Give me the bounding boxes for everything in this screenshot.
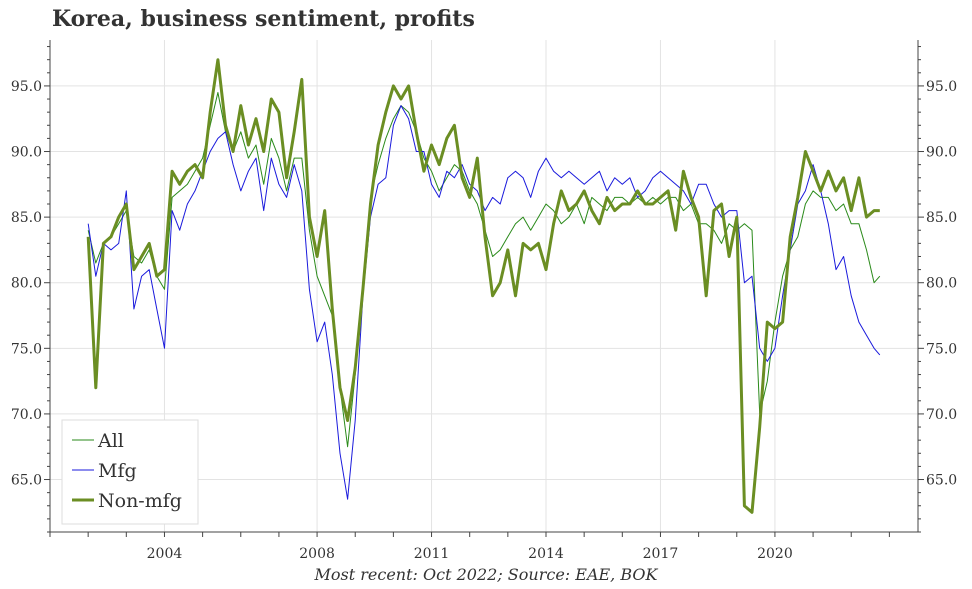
- x-tick-label: 2020: [757, 546, 793, 562]
- y-tick-label-right: 85.0: [926, 210, 957, 226]
- y-tick-label-left: 65.0: [11, 473, 42, 489]
- y-tick-label-right: 75.0: [926, 341, 957, 357]
- legend-label-non-mfg: Non-mfg: [98, 490, 182, 512]
- y-tick-label-left: 75.0: [11, 341, 42, 357]
- y-tick-label-right: 95.0: [926, 79, 957, 95]
- y-tick-label-left: 85.0: [11, 210, 42, 226]
- x-tick-label: 2017: [643, 546, 679, 562]
- x-tick-label: 2011: [414, 546, 450, 562]
- legend-label-mfg: Mfg: [98, 460, 137, 482]
- x-tick-label: 2008: [299, 546, 335, 562]
- y-tick-label-left: 90.0: [11, 145, 42, 161]
- series-line-mfg: [87, 105, 881, 500]
- y-tick-label-right: 65.0: [926, 473, 957, 489]
- y-tick-label-left: 80.0: [11, 276, 42, 292]
- y-tick-label-left: 70.0: [11, 407, 42, 423]
- y-tick-label-right: 80.0: [926, 276, 957, 292]
- legend: All Mfg Non-mfg: [61, 419, 199, 525]
- y-tick-label-left: 95.0: [11, 79, 42, 95]
- legend-label-all: All: [97, 430, 124, 452]
- y-tick-label-right: 70.0: [926, 407, 957, 423]
- x-tick-label: 2014: [528, 546, 564, 562]
- y-tick-label-right: 90.0: [926, 145, 957, 161]
- x-tick-label: 2004: [147, 546, 183, 562]
- chart-title: Korea, business sentiment, profits: [52, 6, 475, 32]
- tick-labels: 95.0 95.0 90.0 90.0 85.0 85.0 80.0 80.0 75.0 75.0…: [11, 79, 957, 562]
- legend-box: [61, 419, 199, 525]
- axes: [44, 40, 924, 537]
- series-line-non-mfg: [86, 58, 880, 514]
- source-caption: Most recent: Oct 2022; Source: EAE, BOK: [314, 565, 658, 584]
- series-lines: [86, 58, 881, 514]
